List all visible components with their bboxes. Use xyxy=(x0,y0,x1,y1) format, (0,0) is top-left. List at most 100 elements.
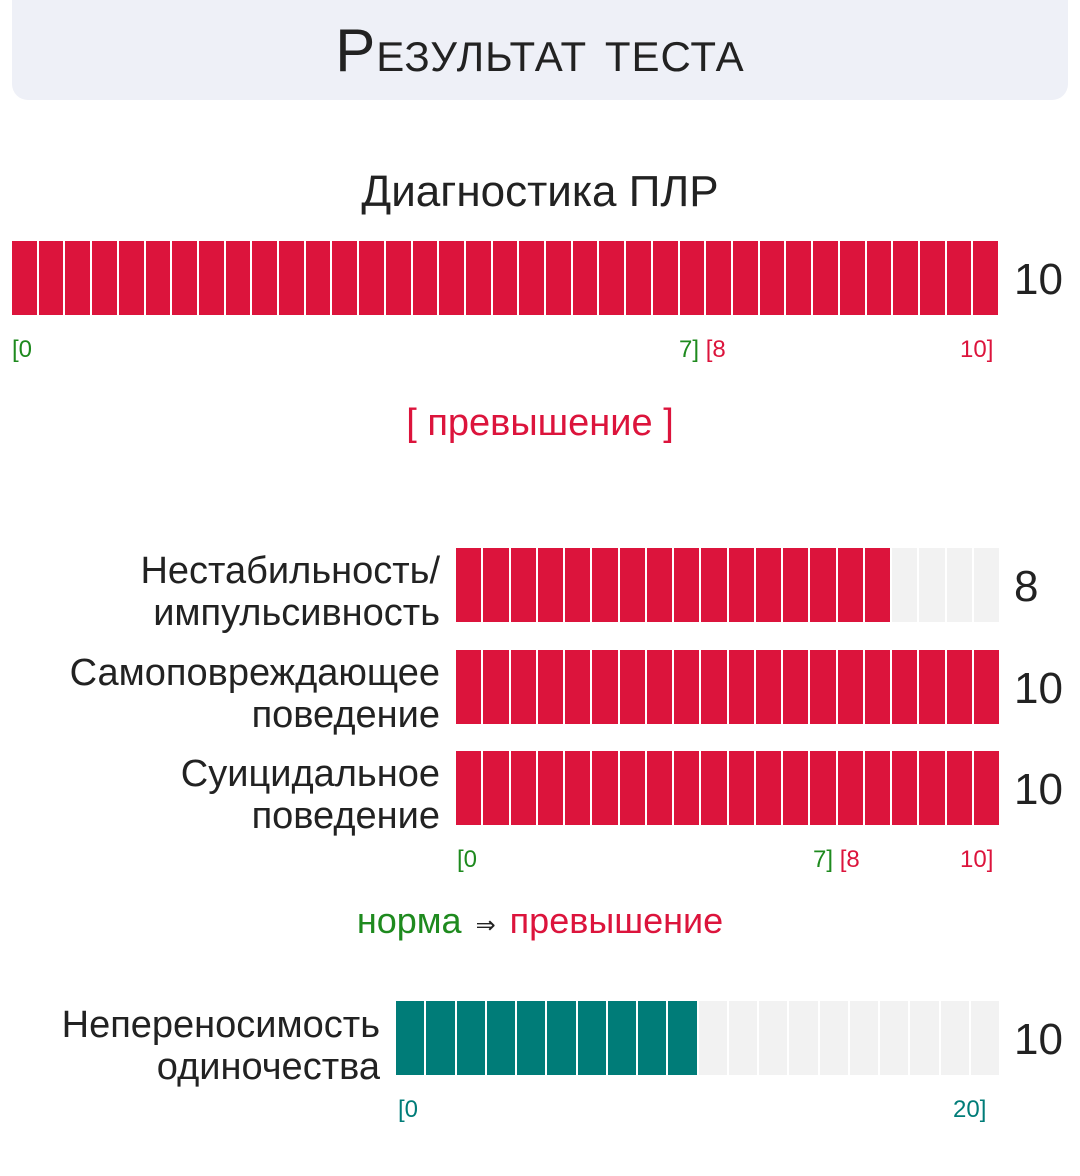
bar-segment xyxy=(565,650,593,724)
subscale-score-suicidal: 10 xyxy=(1014,765,1063,814)
loneliness-label: Непереносимость одиночества xyxy=(0,1004,380,1088)
loneliness-label-line2: одиночества xyxy=(156,1046,380,1088)
bar-segment xyxy=(619,548,647,622)
bar-segment xyxy=(728,650,756,724)
bar-segment xyxy=(837,650,865,724)
bar-segment xyxy=(880,1001,911,1075)
bar-segment xyxy=(592,650,620,724)
bar-segment xyxy=(279,241,306,315)
bar-segment xyxy=(426,1001,457,1075)
bar-segment xyxy=(973,751,999,825)
bar-segment xyxy=(919,650,947,724)
bar-segment xyxy=(783,751,811,825)
bar-segment xyxy=(483,751,511,825)
bar-segment xyxy=(646,548,674,622)
bar-segment xyxy=(572,241,600,315)
bar-segment xyxy=(537,751,565,825)
subscale-bar-instability xyxy=(456,548,999,622)
subscale-label-line1: Нестабильность/ xyxy=(140,550,440,592)
subscale-label-line1: Суицидальное xyxy=(180,753,440,795)
subscale-label-instability: Нестабильность/ импульсивность xyxy=(0,550,440,634)
bar-segment xyxy=(519,241,547,315)
legend: норма ⇒ превышение xyxy=(0,900,1080,942)
bar-segment xyxy=(679,241,707,315)
bar-segment xyxy=(252,241,280,315)
main-status: [ превышение ] xyxy=(406,402,674,444)
bar-segment xyxy=(892,650,920,724)
bar-segment xyxy=(510,751,538,825)
bar-segment xyxy=(919,241,947,315)
subscale-label-line2: поведение xyxy=(251,694,440,736)
bar-segment xyxy=(456,1001,487,1075)
main-tick-mid-text: 7] xyxy=(679,336,700,363)
bar-segment xyxy=(225,241,253,315)
bar-segment xyxy=(510,650,538,724)
subscale-score-selfharm: 10 xyxy=(1014,664,1063,713)
bar-segment xyxy=(892,548,920,622)
bar-segment xyxy=(607,1001,638,1075)
bar-segment xyxy=(638,1001,669,1075)
tick-excess-text: [8 xyxy=(839,846,860,873)
main-score: 10 xyxy=(1014,255,1063,304)
bar-segment xyxy=(592,751,620,825)
bar-segment xyxy=(893,241,920,315)
subscale-bar-selfharm xyxy=(456,650,999,724)
bar-segment xyxy=(12,241,39,315)
subscale-label-suicidal: Суицидальное поведение xyxy=(0,753,440,837)
bar-segment xyxy=(537,650,565,724)
header: Результат теста xyxy=(12,0,1068,100)
bar-segment xyxy=(864,650,892,724)
bar-segment xyxy=(592,548,620,622)
bar-segment xyxy=(755,751,783,825)
bar-segment xyxy=(728,751,756,825)
bar-segment xyxy=(483,548,511,622)
bar-segment xyxy=(626,241,653,315)
bar-segment xyxy=(652,241,680,315)
bar-segment xyxy=(786,241,814,315)
scale-title: Диагностика ПЛР xyxy=(361,167,719,216)
bar-segment xyxy=(38,241,66,315)
loneliness-tick-start: [0 xyxy=(398,1096,419,1123)
bar-segment xyxy=(973,548,999,622)
bar-segment xyxy=(646,650,674,724)
bar-segment xyxy=(810,751,838,825)
bar-segment xyxy=(646,751,674,825)
bar-segment xyxy=(783,650,811,724)
bar-segment xyxy=(359,241,386,315)
bar-segment xyxy=(674,650,702,724)
arrow-icon: ⇒ xyxy=(475,912,496,939)
bar-segment xyxy=(864,751,892,825)
bar-segment xyxy=(565,548,593,622)
main-tick-end: 10] xyxy=(960,336,994,363)
bar-segment xyxy=(728,1001,759,1075)
bar-segment xyxy=(145,241,173,315)
bar-segment xyxy=(866,241,894,315)
bar-segment xyxy=(565,751,593,825)
bar-segment xyxy=(701,751,729,825)
bar-segment xyxy=(385,241,413,315)
subscale-tick-mid: 7] [8 xyxy=(813,846,860,874)
bar-segment xyxy=(728,548,756,622)
bar-segment xyxy=(547,1001,578,1075)
bar-segment xyxy=(577,1001,608,1075)
bar-segment xyxy=(759,241,787,315)
bar-segment xyxy=(698,1001,729,1075)
bar-segment xyxy=(973,650,999,724)
subscale-bar-suicidal xyxy=(456,751,999,825)
legend-excess: превышение xyxy=(509,900,724,941)
bar-segment xyxy=(619,751,647,825)
bar-segment xyxy=(492,241,520,315)
subscale-label-line2: импульсивность xyxy=(153,592,440,634)
bar-segment xyxy=(198,241,226,315)
bar-segment xyxy=(486,1001,517,1075)
subscale-tick-end: 10] xyxy=(960,846,994,873)
legend-norm: норма xyxy=(356,900,462,941)
bar-segment xyxy=(483,650,511,724)
bar-segment xyxy=(837,548,865,622)
subscale-score-instability: 8 xyxy=(1014,562,1039,611)
bar-segment xyxy=(456,548,484,622)
bar-segment xyxy=(755,548,783,622)
bar-segment xyxy=(970,1001,999,1075)
bar-segment xyxy=(65,241,93,315)
bar-segment xyxy=(465,241,493,315)
